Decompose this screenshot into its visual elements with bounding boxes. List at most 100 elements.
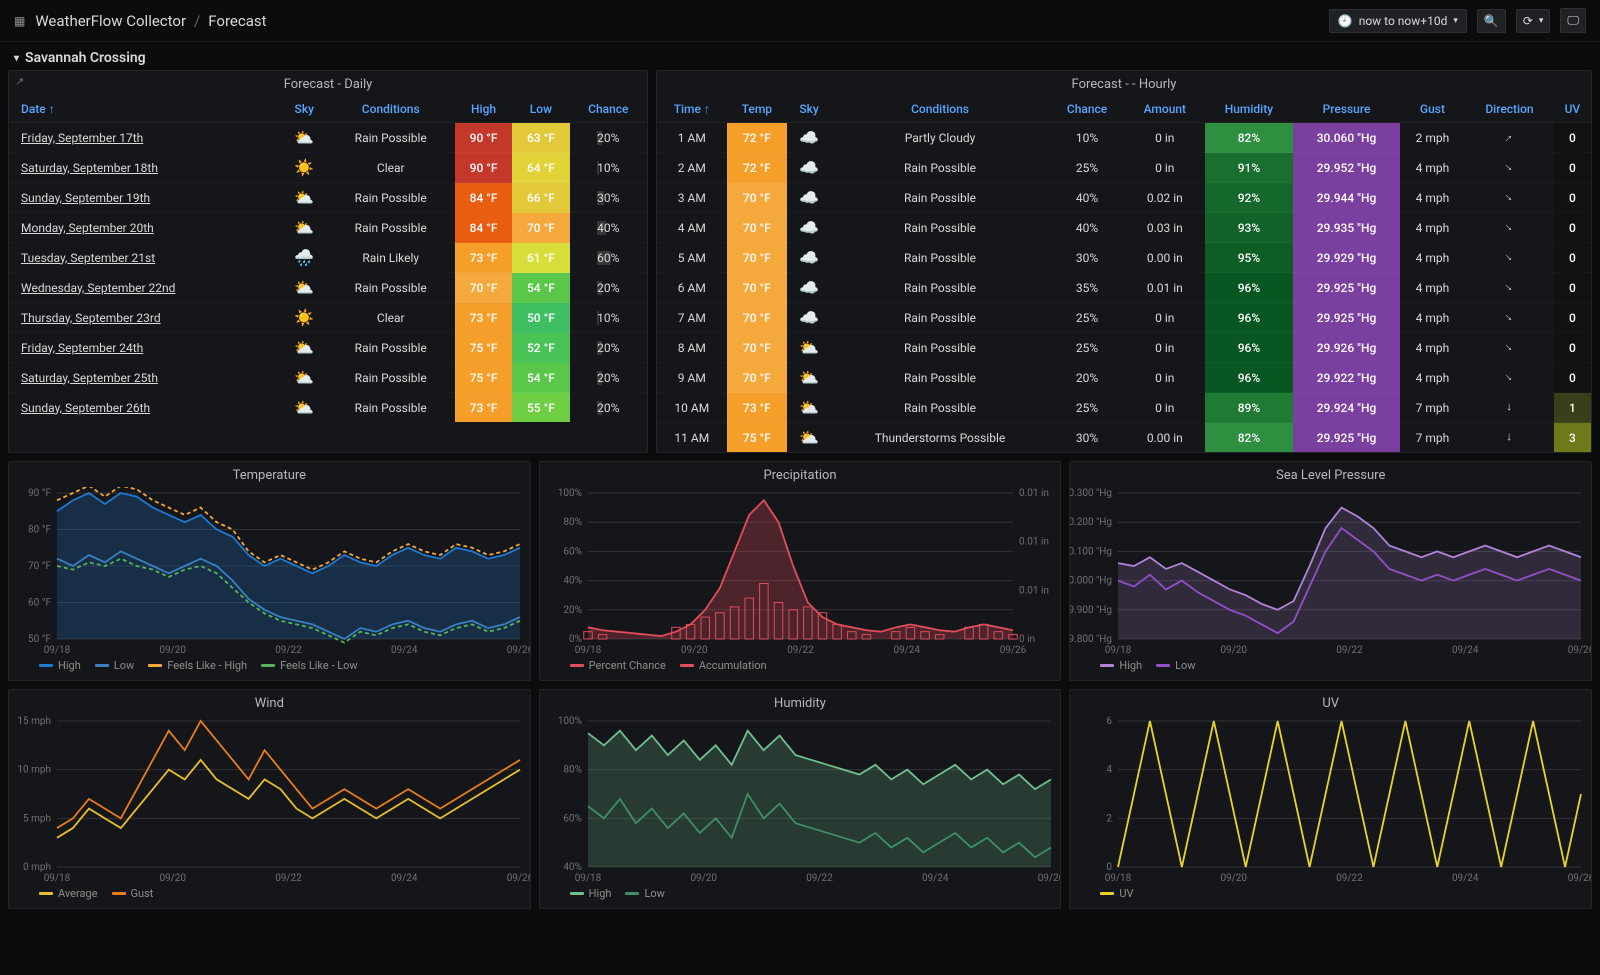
svg-text:09/18: 09/18 [1105,873,1132,884]
row-header[interactable]: ▾ Savannah Crossing [0,42,1600,70]
sky-icon: ⛅ [282,123,327,153]
column-header[interactable]: Chance [570,96,647,123]
column-header[interactable]: High [455,96,512,123]
svg-text:09/26: 09/26 [1568,645,1591,656]
date-cell[interactable]: Sunday, September 26th [9,393,282,423]
humidity-cell: 93% [1205,213,1294,243]
svg-text:10 mph: 10 mph [17,765,51,776]
svg-text:09/18: 09/18 [1105,645,1132,656]
conditions-cell: Rain Possible [327,333,455,363]
legend-item[interactable]: Accumulation [680,659,767,672]
svg-text:20%: 20% [563,605,582,616]
chance-cell: 40% [1049,213,1125,243]
column-header[interactable]: Time ↑ [657,96,727,123]
panel-link-icon[interactable]: ↗ [15,75,24,88]
dashboard-grid-icon[interactable]: ▦ [14,14,25,28]
pressure-cell: 30.060 "Hg [1293,123,1399,153]
date-cell[interactable]: Saturday, September 18th [9,153,282,183]
svg-text:0: 0 [1107,862,1113,873]
column-header[interactable]: Pressure [1293,96,1399,123]
legend-item[interactable]: Gust [112,887,154,900]
legend-item[interactable]: Feels Like - High [148,659,247,672]
column-header[interactable]: Humidity [1205,96,1294,123]
column-header[interactable]: Direction [1465,96,1554,123]
high-temp-cell: 90 °F [455,153,512,183]
high-temp-cell: 84 °F [455,213,512,243]
direction-cell: ↑ [1465,303,1554,333]
svg-text:09/26: 09/26 [507,645,530,656]
uv-cell: 0 [1554,303,1591,333]
time-range-picker[interactable]: 🕘 now to now+10d ▾ [1329,9,1467,33]
column-header[interactable]: Sky [787,96,831,123]
legend-item[interactable]: High [1100,659,1142,672]
chance-cell: 20% [1049,363,1125,393]
date-cell[interactable]: Friday, September 24th [9,333,282,363]
svg-text:09/20: 09/20 [681,645,708,656]
sky-icon: ⛅ [787,423,831,453]
tv-mode-button[interactable]: 🖵 [1560,8,1586,33]
uv-cell: 0 [1554,333,1591,363]
column-header[interactable]: Sky [282,96,327,123]
column-header[interactable]: Amount [1125,96,1204,123]
conditions-cell: Rain Possible [831,183,1049,213]
sky-icon: ⛅ [282,333,327,363]
svg-text:09/18: 09/18 [44,873,71,884]
column-header[interactable]: Conditions [831,96,1049,123]
column-header[interactable]: Conditions [327,96,455,123]
sky-icon: ⛅ [282,363,327,393]
legend-item[interactable]: Low [625,887,664,900]
column-header[interactable]: Date ↑ [9,96,282,123]
legend-item[interactable]: High [570,887,612,900]
hourly-forecast-panel: Forecast - - Hourly Time ↑TempSkyConditi… [656,70,1592,453]
svg-text:29.800 "Hg: 29.800 "Hg [1070,634,1112,645]
gust-cell: 7 mph [1400,423,1465,453]
direction-cell: ↑ [1465,213,1554,243]
legend-item[interactable]: Feels Like - Low [261,659,358,672]
humidity-cell: 96% [1205,273,1294,303]
breadcrumb-page[interactable]: Forecast [208,12,266,30]
sky-icon: ⛅ [282,273,327,303]
table-row: Tuesday, September 21st🌧️Rain Likely73 °… [9,243,647,273]
svg-text:60%: 60% [563,813,582,824]
column-header[interactable]: UV [1554,96,1591,123]
date-cell[interactable]: Wednesday, September 22nd [9,273,282,303]
direction-cell: ↑ [1465,153,1554,183]
svg-text:09/22: 09/22 [806,873,833,884]
amount-cell: 0.03 in [1125,213,1204,243]
chance-cell: 30% [570,183,647,213]
legend-item[interactable]: High [39,659,81,672]
svg-text:09/24: 09/24 [391,645,418,656]
table-row: Wednesday, September 22nd⛅Rain Possible7… [9,273,647,303]
chance-cell: 30% [1049,243,1125,273]
zoom-out-button[interactable]: 🔍 [1477,9,1506,33]
humidity-cell: 95% [1205,243,1294,273]
table-row: 5 AM70 °F☁️Rain Possible30%0.00 in95%29.… [657,243,1591,273]
legend-item[interactable]: Average [39,887,98,900]
refresh-button[interactable]: ⟳▾ [1516,9,1551,33]
low-temp-cell: 63 °F [512,123,569,153]
breadcrumb-app[interactable]: WeatherFlow Collector [35,12,186,30]
direction-cell: ↑ [1465,273,1554,303]
column-header[interactable]: Chance [1049,96,1125,123]
column-header[interactable]: Gust [1400,96,1465,123]
date-cell[interactable]: Monday, September 20th [9,213,282,243]
legend-item[interactable]: Low [95,659,134,672]
legend-item[interactable]: Low [1156,659,1195,672]
date-cell[interactable]: Sunday, September 19th [9,183,282,213]
date-cell[interactable]: Friday, September 17th [9,123,282,153]
chance-cell: 10% [570,153,647,183]
column-header[interactable]: Temp [727,96,787,123]
legend-item[interactable]: UV [1100,887,1133,900]
high-temp-cell: 84 °F [455,183,512,213]
svg-text:09/22: 09/22 [1337,873,1364,884]
panel-title: Precipitation [540,462,1061,487]
temp-cell: 70 °F [727,363,787,393]
conditions-cell: Rain Possible [327,183,455,213]
conditions-cell: Rain Possible [831,273,1049,303]
column-header[interactable]: Low [512,96,569,123]
gust-cell: 2 mph [1400,123,1465,153]
legend-item[interactable]: Percent Chance [570,659,666,672]
date-cell[interactable]: Thursday, September 23rd [9,303,282,333]
date-cell[interactable]: Tuesday, September 21st [9,243,282,273]
date-cell[interactable]: Saturday, September 25th [9,363,282,393]
